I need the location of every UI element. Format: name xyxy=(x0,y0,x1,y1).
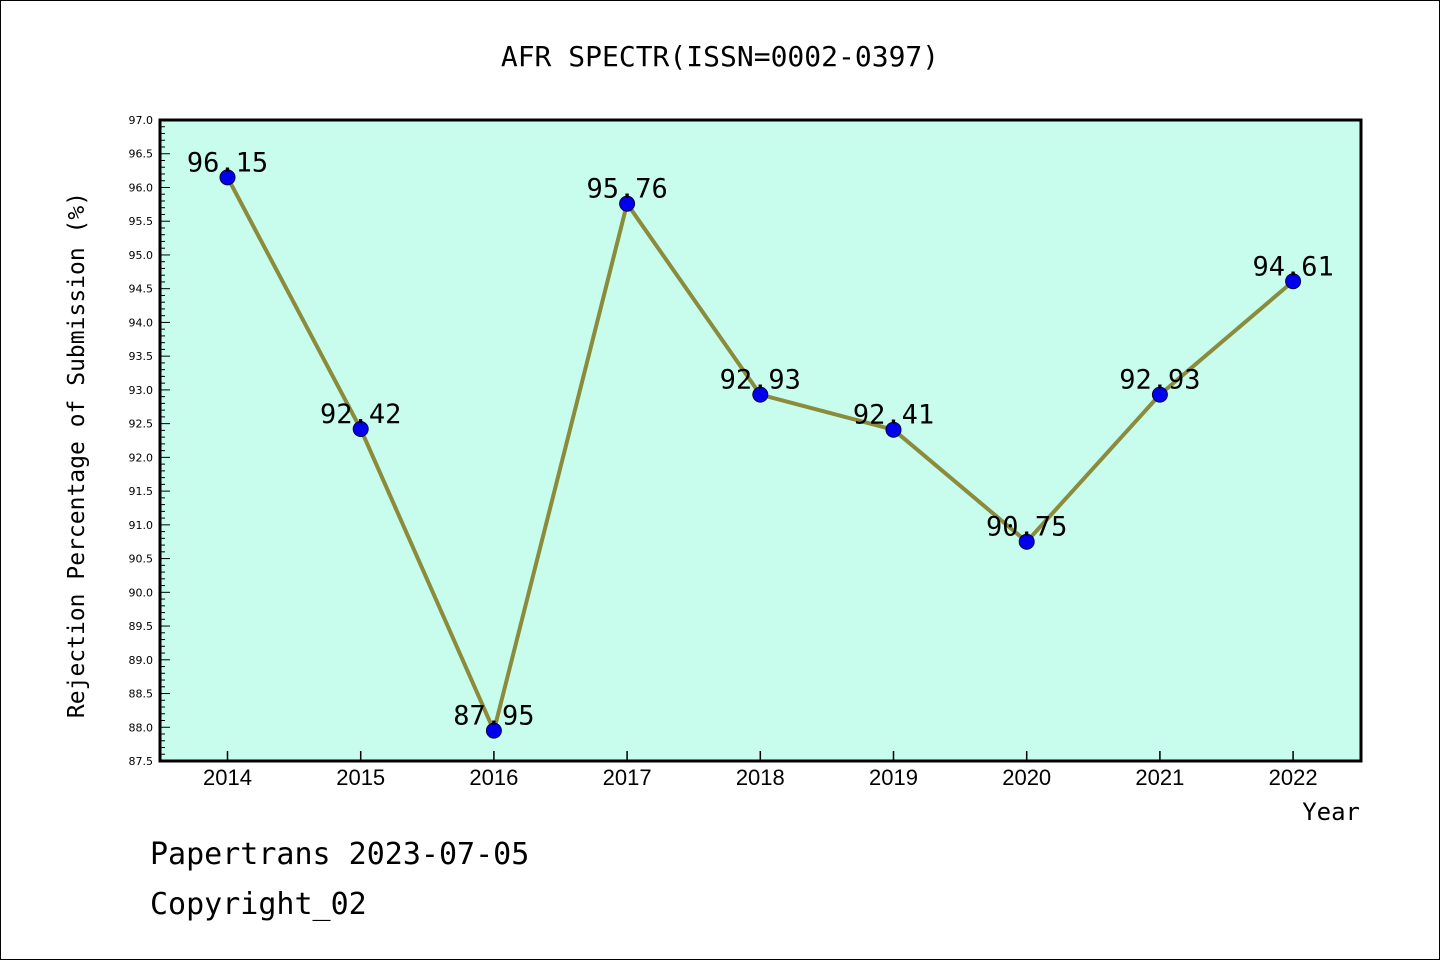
x-tick-label: 2016 xyxy=(469,765,518,790)
data-label: 94.61 xyxy=(1252,251,1333,282)
data-point xyxy=(885,421,902,438)
x-tick-label: 2020 xyxy=(1002,765,1051,790)
x-axis-label: Year xyxy=(1302,798,1360,826)
y-tick-label: 93.5 xyxy=(129,350,154,363)
series-line-group xyxy=(219,169,1302,739)
y-tick-label: 91.5 xyxy=(129,485,154,498)
x-tick-label: 2017 xyxy=(603,765,652,790)
x-tick-label: 2014 xyxy=(203,765,252,790)
x-tick-label: 2019 xyxy=(869,765,918,790)
y-tick-label: 95.0 xyxy=(129,249,154,262)
data-point xyxy=(1151,386,1168,403)
data-point xyxy=(1285,273,1302,290)
x-tick-label: 2022 xyxy=(1269,765,1318,790)
chart-title: AFR SPECTR(ISSN=0002-0397) xyxy=(501,40,939,73)
y-axis-label: Rejection Percentage of Submission (%) xyxy=(64,192,90,718)
x-axis-ticks: 2014 2015 2016 2017 2018 2019 2020 2021 2022 xyxy=(203,751,1318,790)
data-point xyxy=(752,386,769,403)
y-tick-label: 88.5 xyxy=(129,688,154,701)
y-tick-label: 88.0 xyxy=(129,721,154,734)
y-tick-label: 89.5 xyxy=(129,620,154,633)
y-tick-label: 93.0 xyxy=(129,384,154,397)
y-tick-label: 92.5 xyxy=(129,418,154,431)
y-tick-label: 95.5 xyxy=(129,215,154,228)
footer-date: Papertrans 2023-07-05 xyxy=(150,837,529,872)
y-tick-label: 94.0 xyxy=(129,316,154,329)
data-label: 92.93 xyxy=(1119,365,1200,396)
data-label: 90.75 xyxy=(986,512,1067,543)
data-label: 92.42 xyxy=(320,399,401,430)
data-label: 92.41 xyxy=(853,400,934,431)
data-label: 92.93 xyxy=(720,365,801,396)
plot-area xyxy=(158,118,1363,763)
y-tick-label: 96.5 xyxy=(129,148,154,161)
y-tick-label: 90.0 xyxy=(129,586,154,599)
data-label: 87.95 xyxy=(453,701,534,732)
x-tick-label: 2018 xyxy=(736,765,785,790)
y-tick-label: 96.0 xyxy=(129,181,154,194)
y-tick-label: 94.5 xyxy=(129,283,154,296)
data-point xyxy=(1018,533,1035,550)
data-point xyxy=(352,421,369,438)
data-label: 96.15 xyxy=(187,147,268,178)
data-point xyxy=(219,169,236,186)
y-axis-ticks: 87.5 88.0 88.5 89.0 89.5 90.0 90.5 91.0 91.5 92.0… xyxy=(129,114,170,768)
footer-copyright: Copyright_02 xyxy=(150,887,367,922)
y-tick-label: 90.5 xyxy=(129,553,154,566)
data-point xyxy=(485,722,502,739)
x-tick-label: 2015 xyxy=(336,765,385,790)
data-point xyxy=(619,195,636,212)
y-tick-label: 89.0 xyxy=(129,654,154,667)
data-labels-group: 96.15 92.42 87.95 95.76 92.93 92.41 90.75 92.93… xyxy=(187,147,1334,731)
y-tick-label: 92.0 xyxy=(129,451,154,464)
y-tick-label: 91.0 xyxy=(129,519,154,532)
data-label: 95.76 xyxy=(586,174,667,205)
y-tick-label: 87.5 xyxy=(129,755,154,768)
x-tick-label: 2021 xyxy=(1135,765,1184,790)
y-tick-label: 97.0 xyxy=(129,114,154,127)
